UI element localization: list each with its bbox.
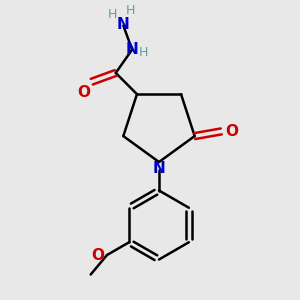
Text: O: O (77, 85, 90, 100)
Text: H: H (139, 46, 148, 59)
Text: N: N (117, 16, 130, 32)
Text: H: H (107, 8, 117, 21)
Text: O: O (225, 124, 238, 139)
Text: H: H (126, 4, 136, 17)
Text: O: O (91, 248, 104, 262)
Text: N: N (126, 42, 139, 57)
Text: N: N (153, 161, 165, 176)
